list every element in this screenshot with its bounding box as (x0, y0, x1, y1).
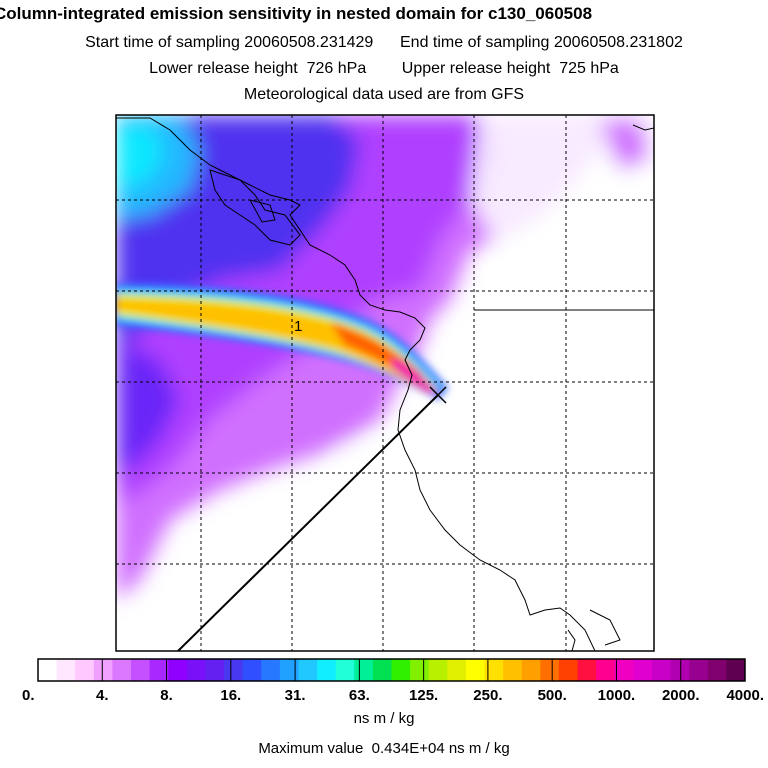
colorbar-swatch (186, 659, 206, 681)
coastline (116, 117, 654, 651)
colorbar-swatch (131, 659, 151, 681)
colorbar-swatch (38, 659, 58, 681)
colorbar-swatch (298, 659, 318, 681)
colorbar-swatch (689, 659, 709, 681)
colorbar-swatch (205, 659, 225, 681)
colorbar-tick-label: 8. (160, 687, 173, 704)
max-value-text: Maximum value 0.434E+04 ns m / kg (258, 740, 510, 757)
met-data-line: Meteorological data used are from GFS (243, 86, 525, 103)
colorbar-tick-label: 0. (22, 687, 35, 704)
map-frame (115, 114, 655, 652)
colorbar-swatch (596, 659, 616, 681)
colorbar-swatch (317, 659, 337, 681)
colorbar-tick-label: 31. (285, 687, 306, 704)
colorbar-tick-label: 4. (96, 687, 109, 704)
colorbar-swatch (93, 659, 113, 681)
release-height-line: Lower release height 726 hPa Upper relea… (149, 60, 619, 77)
colorbar-swatch (335, 659, 355, 681)
colorbar-swatch (484, 659, 504, 681)
colorbar-swatch (149, 659, 169, 681)
colorbar-units: ns m / kg (353, 710, 415, 727)
colorbar-swatch (540, 659, 560, 681)
colorbar-swatch (521, 659, 541, 681)
colorbar-swatch (56, 659, 76, 681)
colorbar-swatch (112, 659, 132, 681)
colorbar-swatch (354, 659, 374, 681)
colorbar-swatch (410, 659, 430, 681)
release-point-label: 1 (294, 318, 302, 335)
sensitivity-field (116, 115, 654, 651)
colorbar-tick-label: 63. (349, 687, 370, 704)
colorbar-swatch (577, 659, 597, 681)
colorbar-swatch (279, 659, 299, 681)
sampling-time-line: Start time of sampling 20060508.231429 E… (85, 34, 683, 51)
colorbar-swatch (372, 659, 392, 681)
colorbar-tick-label: 4000. (726, 687, 764, 704)
colorbar-swatch (726, 659, 746, 681)
colorbar-tick-label: 125. (409, 687, 438, 704)
colorbar-frame (37, 658, 746, 682)
colorbar-tick-label: 2000. (662, 687, 700, 704)
map-gridlines (116, 115, 654, 651)
colorbar-tick-label: 16. (220, 687, 241, 704)
colorbar-swatch (168, 659, 188, 681)
colorbar-swatch (428, 659, 448, 681)
colorbar-swatch (670, 659, 690, 681)
colorbar-swatch (707, 659, 727, 681)
colorbar-tick-label: 500. (538, 687, 567, 704)
colorbar-swatch (614, 659, 634, 681)
colorbar-swatch (558, 659, 579, 681)
colorbar-swatch (447, 659, 467, 681)
colorbar-tick-label: 1000. (598, 687, 636, 704)
colorbar-swatch (242, 659, 262, 681)
colorbar-swatch (224, 659, 244, 681)
colorbar-tick-label: 250. (473, 687, 502, 704)
colorbar-swatch (391, 659, 411, 681)
colorbar-swatch (503, 659, 523, 681)
colorbar-swatch (633, 659, 653, 681)
chart-title: Column-integrated emission sensitivity i… (0, 4, 593, 23)
colorbar-swatch (651, 659, 672, 681)
colorbar (37, 658, 746, 682)
sensitivity-plume (116, 283, 448, 400)
colorbar-swatch (75, 659, 95, 681)
colorbar-tick-labels: 0. 4. 8. 16. 31. 63. 125. 250. 500. 1000. 2000. 400… (22, 687, 764, 704)
flight-track (177, 386, 447, 651)
colorbar-swatch (261, 659, 281, 681)
colorbar-swatch (465, 659, 486, 681)
